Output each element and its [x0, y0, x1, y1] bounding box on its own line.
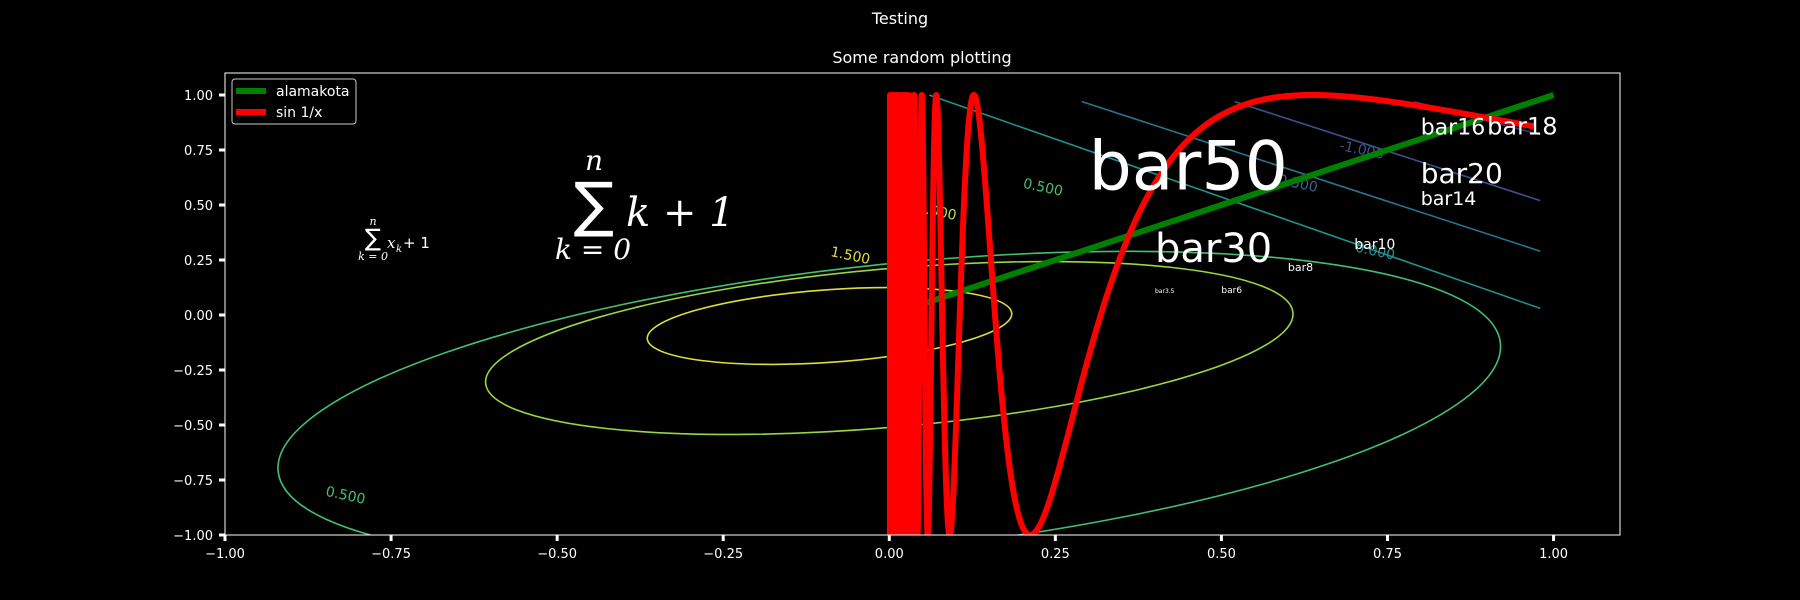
math-annotation-small: n ∑ x k + 1 k = 0 [358, 215, 430, 263]
legend-label-alamakota: alamakota [276, 84, 350, 100]
x-tick-label: −1.00 [205, 547, 245, 562]
x-tick-label: −0.25 [703, 547, 743, 562]
math-small-body: x [387, 234, 396, 252]
math-small-subscript: k [396, 244, 402, 255]
y-tick-label: −0.75 [173, 474, 213, 489]
contour-level-0.5 [277, 250, 1502, 535]
x-tick-label: −0.50 [537, 547, 577, 562]
annotation-bar6: bar6 [1221, 286, 1242, 296]
annotation-bar18: bar18 [1487, 113, 1557, 141]
annotation-bar10: bar10 [1354, 237, 1395, 253]
x-tick-label: 0.75 [1373, 547, 1402, 562]
y-tick-label: −0.50 [173, 419, 213, 434]
x-axis: −1.00 −0.75 −0.50 −0.25 0.00 0.25 0.50 0.75 1.00 [205, 535, 1568, 562]
annotation-bar16: bar16 [1421, 116, 1486, 141]
y-tick-label: 0.75 [184, 144, 213, 159]
annotation-bar14: bar14 [1421, 188, 1477, 210]
annotation-bar3.5: bar3.5 [1155, 288, 1175, 295]
x-tick-label: −0.75 [371, 547, 411, 562]
y-axis: −1.00 −0.75 −0.50 −0.25 0.00 0.25 0.50 0.75 1.00 [173, 89, 225, 544]
x-tick-label: 1.00 [1539, 547, 1568, 562]
y-tick-label: 0.25 [184, 254, 213, 269]
y-tick-label: 0.50 [184, 199, 213, 214]
math-large-sigma: ∑ [574, 170, 614, 240]
math-large-upper-limit: n [585, 144, 603, 177]
y-tick-label: 1.00 [184, 89, 213, 104]
series-line-alamakota [888, 92, 1555, 318]
math-small-tail: + 1 [403, 234, 430, 252]
figure-suptitle: Testing [871, 9, 928, 28]
math-large-lower-limit: k = 0 [555, 233, 631, 266]
annotation-bar8: bar8 [1288, 261, 1313, 274]
x-tick-label: 0.50 [1207, 547, 1236, 562]
axes-frame [224, 72, 1621, 536]
legend-label-sin: sin 1/x [276, 105, 322, 121]
math-annotation-large: n ∑ k + 1 k = 0 [555, 144, 735, 266]
y-tick-label: 0.00 [184, 309, 213, 324]
annotation-bar30: bar30 [1155, 226, 1272, 272]
math-small-upper-limit: n [369, 215, 376, 228]
x-tick-label: 0.25 [1041, 547, 1070, 562]
math-small-sigma: ∑ [365, 224, 381, 252]
math-small-lower-limit: k = 0 [358, 250, 388, 263]
y-tick-label: −1.00 [173, 529, 213, 544]
legend: alamakota sin 1/x [231, 78, 357, 125]
x-tick-label: 0.00 [875, 547, 904, 562]
annotation-bar20: bar20 [1421, 157, 1503, 190]
math-large-body: k + 1 [626, 190, 735, 236]
annotation-bar50: bar50 [1089, 128, 1288, 207]
y-tick-label: −0.25 [173, 364, 213, 379]
plot-title: Some random plotting [832, 48, 1011, 67]
contour-level-1.5 [646, 286, 1013, 366]
